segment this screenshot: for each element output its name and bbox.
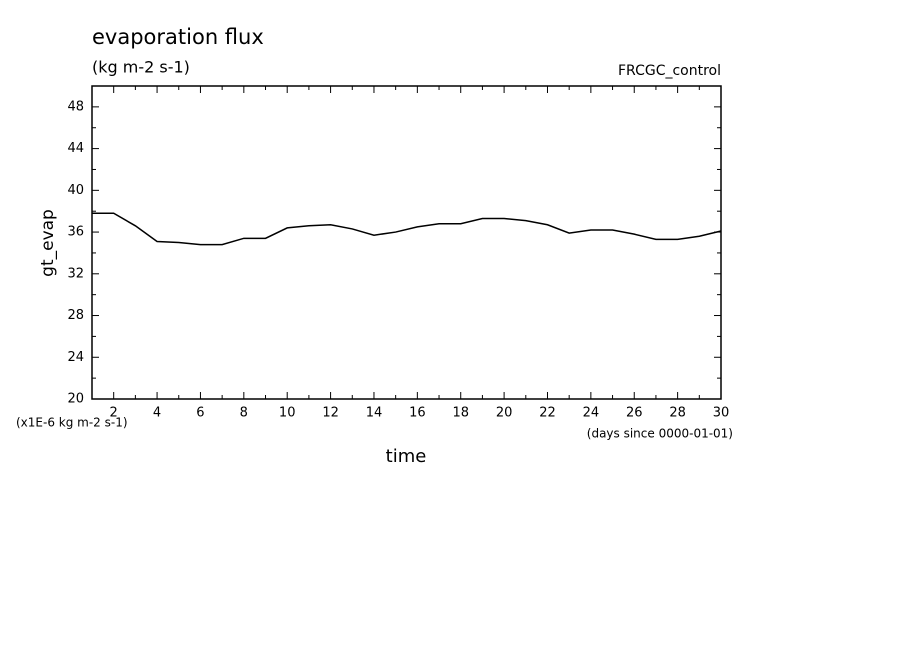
x-tick-label: 18 <box>452 406 469 421</box>
y-tick-label: 20 <box>67 392 84 407</box>
y-tick-label: 28 <box>67 308 84 323</box>
chart-title: evaporation flux <box>92 25 264 49</box>
x-tick-label: 24 <box>583 406 600 421</box>
x-tick-label: 20 <box>496 406 513 421</box>
y-axis-label: gt_evap <box>38 209 58 277</box>
y-tick-label: 24 <box>67 350 84 365</box>
x-tick-label: 28 <box>669 406 686 421</box>
x-tick-label: 26 <box>626 406 643 421</box>
data-line <box>92 212 722 246</box>
y-tick-label: 36 <box>67 225 84 240</box>
chart-subtitle: (kg m-2 s-1) <box>92 58 190 77</box>
y-tick-label: 32 <box>67 266 84 281</box>
x-axis-label: time <box>386 446 427 467</box>
annotation: FRCGC_control <box>618 63 721 79</box>
x-tick-label: 6 <box>196 406 204 421</box>
x-tick-label: 10 <box>279 406 296 421</box>
y-tick-label: 40 <box>67 183 84 198</box>
x-tick-label: 2 <box>110 406 118 421</box>
x-tick-label: 12 <box>322 406 339 421</box>
x-tick-label: 30 <box>713 406 730 421</box>
y-tick-label: 48 <box>67 99 84 114</box>
y-tick-label: 44 <box>67 141 84 156</box>
x-unit-note: (days since 0000-01-01) <box>587 427 733 441</box>
x-tick-label: 16 <box>409 406 426 421</box>
x-tick-label: 8 <box>240 406 248 421</box>
x-tick-label: 22 <box>539 406 556 421</box>
y-unit-note: (x1E-6 kg m-2 s-1) <box>16 416 128 430</box>
x-tick-label: 4 <box>153 406 161 421</box>
x-tick-label: 14 <box>366 406 383 421</box>
plot-frame <box>91 85 722 400</box>
